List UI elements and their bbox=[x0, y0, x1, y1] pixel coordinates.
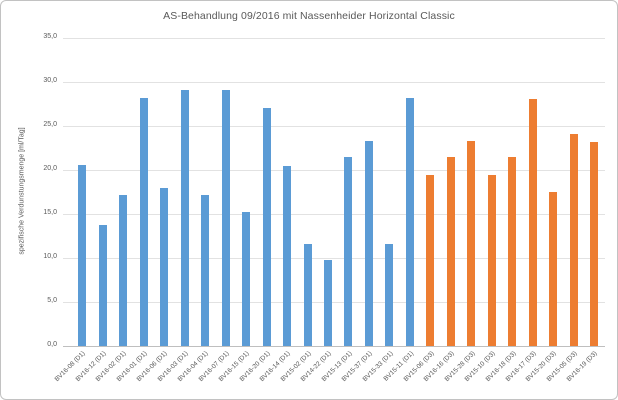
bar-bv16-20-d1 bbox=[262, 107, 271, 346]
chart-title: AS-Behandlung 09/2016 mit Nassenheider H… bbox=[163, 10, 455, 22]
gridline bbox=[63, 37, 605, 39]
y-tick-label: 0,0 bbox=[47, 341, 57, 349]
bar-bv15-20-d3 bbox=[549, 191, 558, 346]
y-tick-label: 10,0 bbox=[43, 253, 57, 261]
x-axis-line bbox=[63, 345, 605, 347]
bar-bv16-15-d1 bbox=[242, 211, 250, 346]
bar-bv16-04-d1 bbox=[201, 195, 210, 346]
bar-bv15-37-d1 bbox=[364, 141, 373, 346]
bar-bv16-17-d3 bbox=[528, 99, 537, 346]
bar-bv16-14-d1 bbox=[283, 166, 291, 346]
bar-bv16-19-d3 bbox=[590, 142, 599, 346]
gridline bbox=[63, 301, 605, 303]
bar-bv15-05-d3 bbox=[569, 133, 578, 346]
bar-bv15-06-d3 bbox=[426, 174, 435, 346]
y-tick-label: 20,0 bbox=[43, 165, 57, 173]
y-tick-label: 15,0 bbox=[43, 209, 57, 217]
y-tick-label: 35,0 bbox=[43, 33, 57, 40]
bar-bv16-02-d1 bbox=[119, 195, 128, 346]
y-tick-label: 25,0 bbox=[43, 121, 57, 129]
bar-bv16-18-d3 bbox=[508, 157, 517, 346]
gridline bbox=[63, 169, 605, 171]
bar-bv16-16-d3 bbox=[446, 157, 455, 346]
gridline bbox=[63, 81, 605, 83]
bar-bv15-13-d1 bbox=[344, 157, 353, 346]
bar-bv16-08-d1 bbox=[78, 165, 87, 346]
gridline bbox=[63, 257, 605, 259]
bar-bv16-03-d1 bbox=[180, 90, 189, 346]
bar-bv15-10-d3 bbox=[487, 174, 496, 346]
bar-bv14-22-d1 bbox=[324, 260, 332, 346]
y-tick-label: 30,0 bbox=[43, 77, 57, 84]
bar-bv15-02-d1 bbox=[303, 244, 312, 346]
gridline bbox=[63, 125, 605, 127]
bar-bv16-07-d1 bbox=[221, 90, 230, 346]
bar-bv15-33-d1 bbox=[385, 243, 394, 346]
bar-bv16-06-d1 bbox=[160, 188, 169, 346]
bar-bv16-01-d1 bbox=[139, 98, 148, 346]
bar-bv15-28-d3 bbox=[467, 141, 476, 346]
y-tick-label: 5,0 bbox=[47, 297, 57, 305]
gridline bbox=[63, 213, 605, 215]
y-axis-title: spezifische Verdunstungsmenge [ml/Tag] bbox=[18, 127, 26, 255]
bar-bv15-11-d1 bbox=[405, 98, 414, 346]
bar-bv16-12-d1 bbox=[98, 225, 107, 346]
